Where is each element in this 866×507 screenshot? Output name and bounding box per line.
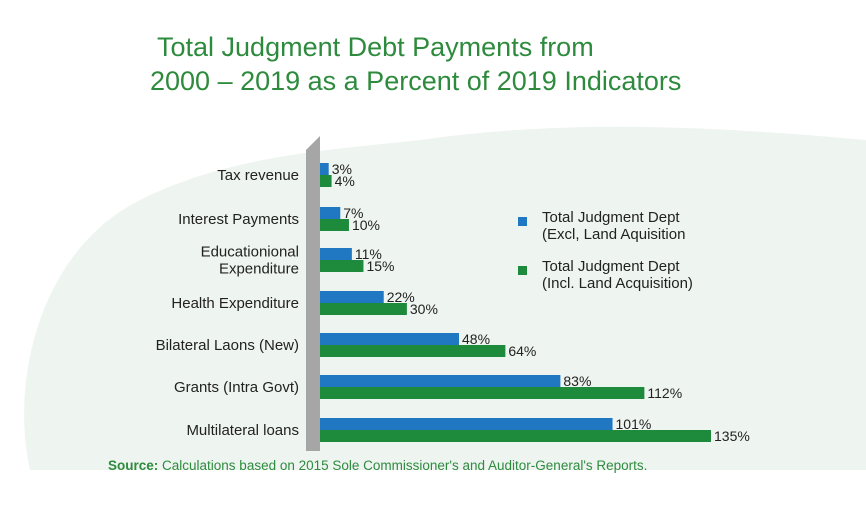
source-note: Source: Calculations based on 2015 Sole …	[108, 458, 647, 473]
bar-incl	[320, 303, 407, 315]
value-label-incl: 15%	[366, 258, 394, 274]
value-labels: 3%4% 7%10% 11%15% 22%30% 48% 64% 83% 112% 101% 13…	[332, 161, 750, 444]
legend-text-excl-line-1: Total Judgment Dept	[542, 209, 680, 226]
legend-text-excl-line-2: (Excl, Land Aquisition	[542, 226, 686, 243]
axis-bar-shape	[306, 136, 320, 451]
value-label-excl: 7%	[343, 205, 363, 221]
value-label-incl: 30%	[410, 301, 438, 317]
category-label: Multilateral loans	[186, 422, 299, 439]
category-label: Bilateral Laons (New)	[156, 337, 299, 354]
bar-incl	[320, 387, 645, 399]
value-label-excl: 101%	[616, 416, 652, 432]
value-label-excl: 11%	[355, 246, 382, 262]
value-label-excl: 83%	[563, 373, 591, 389]
legend-text-incl-line-1: Total Judgment Dept	[542, 258, 680, 275]
category-labels: Tax revenue Interest Payments Educationion…	[156, 167, 299, 439]
bar-incl	[320, 175, 332, 187]
bar-excl	[320, 375, 561, 387]
legend-text-incl-line-2: (Incl. Land Acquisition)	[542, 275, 693, 292]
bar-incl	[320, 260, 364, 272]
value-label-excl: 3%	[332, 161, 352, 177]
value-label-incl: 4%	[335, 173, 355, 189]
bar-excl	[320, 163, 329, 175]
value-label-incl: 64%	[508, 343, 536, 359]
value-label-excl: 22%	[387, 289, 415, 305]
category-label: Tax revenue	[217, 167, 299, 184]
category-label: Interest Payments	[178, 211, 299, 228]
axis-bar	[306, 136, 320, 451]
bar-incl	[320, 430, 711, 442]
legend-swatch-excl	[518, 217, 527, 226]
value-label-incl: 135%	[714, 428, 750, 444]
category-label: Grants (Intra Govt)	[174, 379, 299, 396]
bars	[320, 163, 711, 442]
bar-excl	[320, 207, 341, 219]
source-text: Calculations based on 2015 Sole Commissi…	[158, 458, 648, 473]
chart-title-line-2: 2000 – 2019 as a Percent of 2019 Indicat…	[150, 66, 682, 96]
category-label: Health Expenditure	[171, 295, 299, 312]
source-label: Source:	[108, 458, 159, 473]
category-label: Educationional	[201, 244, 299, 261]
chart-title-line-1: Total Judgment Debt Payments from	[157, 32, 594, 62]
value-label-incl: 10%	[352, 217, 380, 233]
category-label: Expenditure	[219, 261, 299, 278]
bar-excl	[320, 248, 352, 260]
bar-excl	[320, 418, 613, 430]
value-label-excl: 48%	[462, 331, 490, 347]
bar-incl	[320, 219, 349, 231]
bar-excl	[320, 333, 460, 345]
bar-excl	[320, 291, 384, 303]
bar-incl	[320, 345, 506, 357]
value-label-incl: 112%	[647, 385, 682, 401]
legend-swatch-incl	[518, 266, 527, 275]
